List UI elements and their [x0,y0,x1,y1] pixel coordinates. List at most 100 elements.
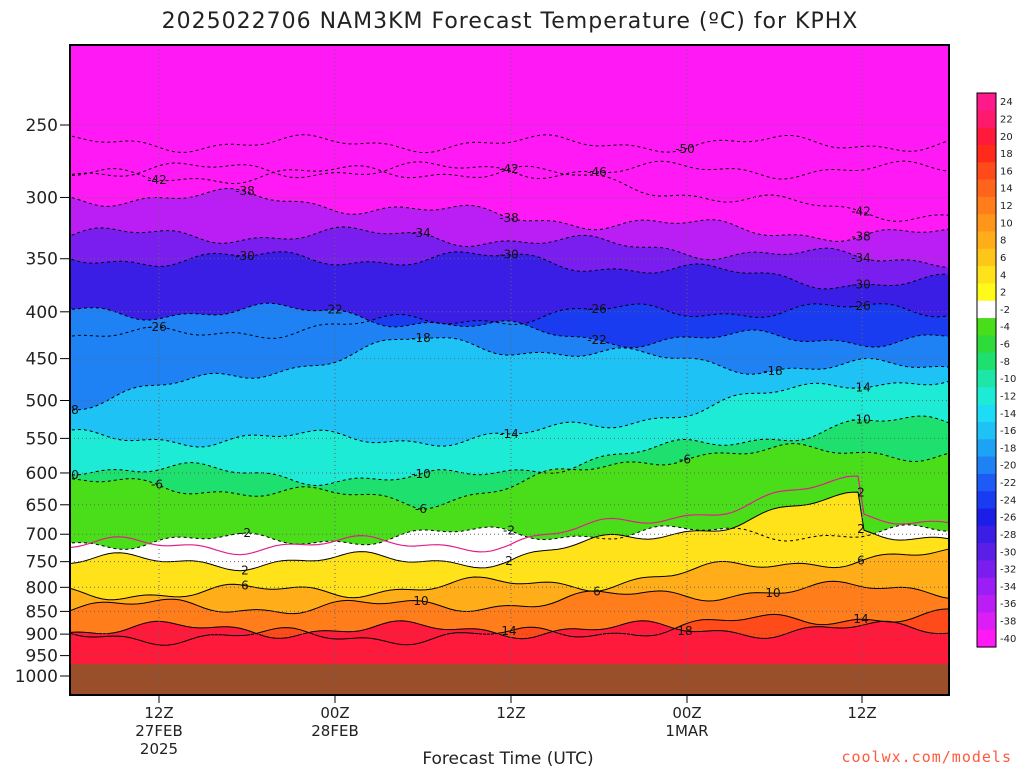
contour-label: -18 [70,403,79,417]
colorbar-swatch [977,214,996,233]
svg-text:6: 6 [857,554,865,568]
svg-text:2: 2 [857,522,865,536]
colorbar-label: -36 [1000,599,1016,610]
svg-text:-6: -6 [151,477,163,491]
colorbar-swatch [977,179,996,198]
colorbar-swatch [977,629,996,648]
colorbar-swatch [977,387,996,406]
contour-label: -6 [151,477,163,491]
contour-label: -38 [499,211,519,225]
svg-text:14: 14 [501,624,516,638]
contour-label: 10 [413,594,428,608]
svg-text:-22: -22 [323,303,343,317]
colorbar-swatch [977,577,996,596]
x-tick-label: 28FEB [311,722,358,740]
contour-label: -22 [587,333,607,347]
svg-text:18: 18 [677,624,692,638]
colorbar-label: 14 [1000,184,1013,195]
contour-line [70,608,949,646]
colorbar-label: -14 [1000,409,1016,420]
contour-label: -42 [147,173,167,187]
x-tick: 12Z [847,695,877,722]
svg-text:10: 10 [765,586,780,600]
contour-label: -26 [851,299,871,313]
x-tick-label: 00Z [320,704,349,722]
colorbar-label: -16 [1000,426,1016,437]
plot-frame [69,44,950,696]
y-tick-label: 500 [26,392,58,412]
contour-label: -6 [679,453,691,467]
colorbar-label: -4 [1000,322,1010,333]
contour-label: 6 [593,584,601,598]
svg-text:-38: -38 [235,184,255,198]
svg-text:-34: -34 [851,251,871,265]
contour-line [70,251,949,290]
y-tick: 700 [26,525,70,545]
ground-surface [70,664,949,695]
svg-text:-46: -46 [587,165,607,179]
contour-line [70,226,949,268]
svg-text:6: 6 [593,584,601,598]
y-tick-label: 250 [26,116,58,136]
contour-label: -14 [499,427,519,441]
contour-label: -6 [415,502,427,516]
y-tick: 900 [26,625,70,645]
colorbar-swatch [977,231,996,250]
svg-text:-42: -42 [499,162,519,176]
svg-text:-14: -14 [499,427,519,441]
contour-line [70,548,949,601]
colorbar-swatch [977,352,996,371]
colorbar-label: -10 [1000,374,1016,385]
colorbar-swatch [977,127,996,146]
colorbar-label: -32 [1000,565,1016,576]
contour-label: -50 [675,142,695,156]
svg-text:-30: -30 [235,249,255,263]
colorbar-label: 24 [1000,97,1013,108]
contour-label: 10 [765,586,780,600]
contour-label: -26 [147,320,167,334]
contour-label: -14 [851,381,871,395]
y-tick: 550 [26,429,70,449]
colorbar-label: 10 [1000,218,1013,229]
svg-text:-42: -42 [851,205,871,219]
freezing-line [70,475,949,556]
y-tick-label: 800 [26,578,58,598]
y-tick-label: 550 [26,429,58,449]
contour-lines [70,134,949,646]
colorbar-swatch [977,473,996,492]
svg-text:-22: -22 [587,333,607,347]
colorbar-swatch [977,318,996,336]
svg-text:-2: -2 [503,523,515,537]
contour-line [70,491,949,572]
y-tick: 950 [26,647,70,667]
colorbar-label: -18 [1000,443,1016,454]
y-tick-label: 850 [26,602,58,622]
colorbar-label: -24 [1000,495,1016,506]
colorbar-label: 22 [1000,115,1013,126]
contour-label: -10 [411,467,431,481]
colorbar-label: 18 [1000,149,1013,160]
contour-label: -34 [411,226,431,240]
colorbar-label: -30 [1000,547,1016,558]
contour-line [70,580,949,615]
svg-text:-38: -38 [499,211,519,225]
colorbar: 24 22 20 18 16 14 12 10 8 6 4 2 -2 -4 -6 -8 -10 -12 -14 -16… [976,92,1016,648]
x-tick: 12Z [496,695,526,722]
contour-label: 14 [501,624,516,638]
contour-label: -26 [587,302,607,316]
y-tick-label: 450 [26,350,58,370]
y-tick-label: 350 [26,250,58,270]
contour-labels: -50 -46 -42 -42 -42 -38 -38 -38 -34 -34 -30 -30 -30 -… [70,142,871,638]
svg-text:-10: -10 [411,467,431,481]
contour-label: 2 [857,485,865,499]
y-tick-label: 300 [26,188,58,208]
x-tick-label: 12Z [144,704,173,722]
contour-label: 2 [505,554,513,568]
x-axis-title: Forecast Time (UTC) [422,749,593,768]
svg-text:-34: -34 [411,226,431,240]
contour-label: -30 [235,249,255,263]
colorbar-label: -12 [1000,392,1016,403]
colorbar-swatch [977,421,996,440]
plot-area: -50 -46 -42 -42 -42 -38 -38 -38 -34 -34 -30 -30 -30 -… [69,44,950,696]
